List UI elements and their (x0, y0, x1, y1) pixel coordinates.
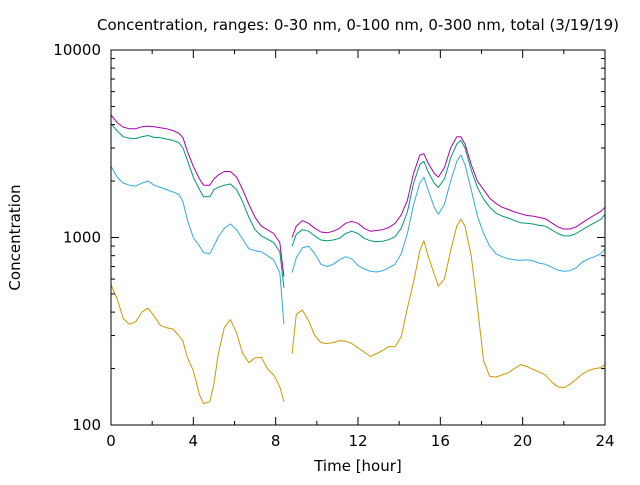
series-line-1-segment-2 (291, 218, 606, 389)
x-tick-label: 12 (348, 432, 367, 450)
series-layer (110, 114, 606, 405)
series-line-3-segment-2 (291, 139, 606, 247)
series-line-2-segment-2 (291, 154, 606, 273)
chart-title: Concentration, ranges: 0-30 nm, 0-100 nm… (97, 16, 619, 34)
y-tick-label: 1000 (63, 229, 101, 247)
series-line-4-segment-2 (291, 136, 606, 238)
x-tick-label: 24 (595, 432, 614, 450)
series-line-2-segment-1 (110, 165, 285, 325)
y-tick-label: 100 (72, 416, 101, 434)
x-tick-label: 0 (106, 432, 116, 450)
x-tick-label: 8 (271, 432, 281, 450)
ticks-layer: 0 4 8 12 16 20 24 100 1000 10000 (53, 41, 614, 450)
y-axis-title: Concentration (6, 184, 24, 290)
series-line-4-segment-1 (110, 114, 285, 277)
y-tick-label: 10000 (53, 41, 101, 59)
x-tick-label: 20 (513, 432, 532, 450)
series-line-3-segment-1 (110, 123, 285, 288)
series-line-1-segment-1 (110, 284, 285, 405)
x-tick-label: 4 (189, 432, 199, 450)
x-tick-label: 16 (431, 432, 450, 450)
x-axis-title: Time [hour] (313, 457, 402, 475)
